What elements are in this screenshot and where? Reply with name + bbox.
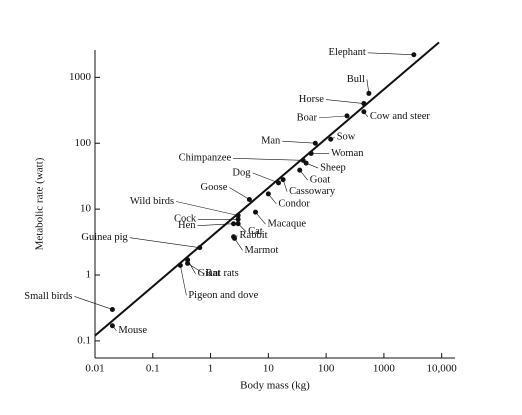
- point-label: Giant rats: [198, 268, 239, 279]
- x-tick-label: 10: [263, 363, 275, 375]
- point-label: Cat: [248, 226, 263, 237]
- leader-line: [330, 136, 335, 140]
- point-label: Woman: [331, 148, 364, 159]
- point-label: Cassowary: [289, 186, 336, 197]
- leader-line: [197, 223, 234, 227]
- leader-line: [74, 296, 113, 310]
- point-label: Cock: [174, 214, 197, 225]
- point-label: Boar: [297, 112, 318, 123]
- point-label: Mouse: [118, 325, 147, 336]
- leader-line: [180, 265, 187, 296]
- leader-line: [233, 158, 304, 161]
- leader-line: [129, 237, 200, 248]
- y-tick-label: 10: [80, 203, 92, 215]
- leader-line: [252, 172, 279, 184]
- point-label: Dog: [232, 167, 251, 178]
- leader-line: [366, 79, 370, 94]
- point-label: Goose: [201, 182, 228, 193]
- leader-line: [255, 211, 266, 225]
- y-tick-label: 0.1: [77, 334, 91, 346]
- leader-line: [325, 99, 364, 104]
- point-label: Bull: [347, 74, 365, 85]
- leader-line: [176, 201, 239, 216]
- point-label: Guinea pig: [81, 232, 128, 243]
- point-label: Elephant: [329, 47, 366, 58]
- y-axis-label: Metabolic rate (watt): [34, 157, 46, 250]
- point-label: Sow: [337, 132, 356, 143]
- leader-line: [299, 169, 309, 181]
- point-label: Man: [261, 136, 281, 147]
- x-tick-label: 1: [208, 363, 214, 375]
- x-tick-label: 0.1: [146, 363, 160, 375]
- leader-line: [187, 263, 204, 274]
- leader-line: [282, 140, 316, 144]
- point-label: Small birds: [24, 291, 72, 302]
- y-tick-label: 100: [75, 137, 92, 149]
- point-label: Marmot: [245, 245, 279, 256]
- y-tick-label: 1: [86, 269, 92, 281]
- leader-line: [363, 111, 369, 117]
- leader-line: [305, 162, 319, 169]
- y-tick-label: 1000: [69, 71, 92, 83]
- point-label: Macaque: [268, 219, 307, 230]
- leader-line: [237, 223, 247, 232]
- point-label: Cow and steer: [370, 111, 431, 122]
- leader-line: [229, 187, 250, 200]
- x-tick-label: 100: [318, 363, 335, 375]
- point-label: Condor: [278, 198, 310, 209]
- fit-line: [94, 41, 440, 337]
- x-tick-label: 10,000: [427, 363, 458, 375]
- point-label: Horse: [299, 94, 324, 105]
- point-label: Rabbit: [240, 230, 268, 241]
- point-label: Hen: [178, 220, 196, 231]
- point-label: Rat: [206, 268, 221, 279]
- leader-line: [268, 193, 277, 205]
- leader-line: [234, 238, 243, 251]
- x-tick-label: 0.01: [85, 363, 104, 375]
- point-label: Goat: [310, 175, 330, 186]
- point-label: Sheep: [320, 162, 346, 173]
- leader-line: [319, 115, 348, 119]
- point-label: Pigeon and dove: [188, 290, 258, 301]
- point-label: Wild birds: [130, 196, 174, 207]
- x-tick-label: 1000: [373, 363, 396, 375]
- x-axis-label: Body mass (kg): [240, 380, 310, 392]
- leader-line: [367, 52, 414, 56]
- point-label: Chimpanzee: [179, 153, 232, 164]
- leader-line: [282, 179, 288, 192]
- leader-line: [112, 325, 117, 331]
